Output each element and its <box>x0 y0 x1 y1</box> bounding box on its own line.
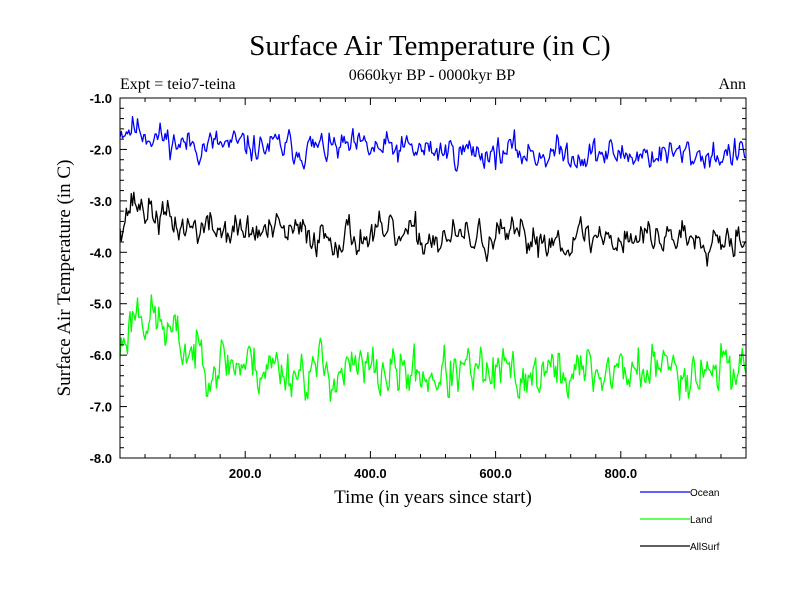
plot-frame <box>119 97 747 459</box>
series-line-land <box>119 294 747 402</box>
y-axis: -1.0 -2.0 -3.0 -4.0 -5.0 -6.0 -7.0 -8.0 <box>90 91 746 466</box>
x-tick-label: 800.0 <box>605 466 638 481</box>
series-line-ocean <box>119 115 747 172</box>
legend: Ocean Land AllSurf <box>640 488 720 553</box>
legend-label-ocean: Ocean <box>690 488 719 499</box>
chart-subtitle: 0660kyr BP - 0000kyr BP <box>349 67 516 84</box>
plot-area <box>119 115 747 402</box>
y-tick-label: -4.0 <box>90 245 112 260</box>
y-tick-label: -2.0 <box>90 142 112 157</box>
x-tick-label: 200.0 <box>229 466 262 481</box>
y-axis-label: Surface Air Temperature (in C) <box>54 160 75 397</box>
y-tick-label: -7.0 <box>90 400 112 415</box>
series-line-allsurf <box>119 191 747 267</box>
season-label: Ann <box>718 76 746 93</box>
x-tick-label: 400.0 <box>354 466 387 481</box>
x-axis-label: Time (in years since start) <box>334 487 532 508</box>
y-tick-label: -5.0 <box>90 297 112 312</box>
y-tick-label: -8.0 <box>90 451 112 466</box>
y-tick-label: -1.0 <box>90 91 112 106</box>
legend-label-allsurf: AllSurf <box>690 542 720 553</box>
y-tick-label: -6.0 <box>90 348 112 363</box>
y-tick-label: -3.0 <box>90 194 112 209</box>
x-axis: 200.0 400.0 600.0 800.0 <box>144 98 722 481</box>
chart-title: Surface Air Temperature (in C) <box>249 30 610 62</box>
legend-label-land: Land <box>690 515 712 526</box>
experiment-label: Expt = teio7-teina <box>120 76 236 93</box>
x-tick-label: 600.0 <box>479 466 512 481</box>
